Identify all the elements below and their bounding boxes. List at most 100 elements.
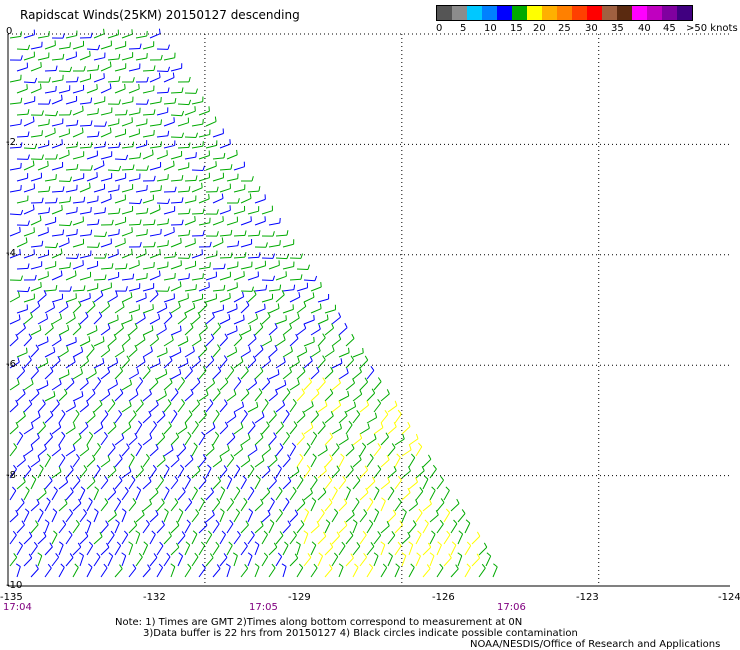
wind-barb: [65, 341, 77, 347]
wind-barb-flag: [180, 237, 182, 243]
wind-barb: [30, 503, 40, 512]
wind-barb-flag: [287, 476, 292, 482]
wind-barb: [72, 243, 84, 248]
wind-barb-flag: [119, 388, 124, 394]
wind-barb: [100, 287, 112, 292]
wind-barb-flag: [316, 366, 320, 372]
wind-barb-flag: [48, 186, 51, 192]
wind-barb: [338, 480, 347, 490]
wind-barb: [16, 309, 28, 314]
wind-barb: [163, 511, 169, 523]
wind-barb-flag: [179, 325, 182, 331]
wind-barb: [373, 511, 380, 523]
wind-barb-flag: [320, 281, 322, 288]
wind-barb: [16, 502, 25, 512]
wind-barb-flag: [132, 141, 135, 147]
wind-barb-flag: [53, 486, 58, 491]
wind-barb: [156, 135, 168, 138]
wind-barb: [65, 317, 76, 325]
wind-barb: [30, 393, 40, 402]
wind-barb: [373, 447, 382, 457]
wind-barb-flag: [135, 389, 139, 395]
wind-barb: [156, 91, 169, 94]
wind-barb: [72, 351, 83, 358]
wind-barb: [16, 241, 28, 248]
wind-barb-flag: [223, 465, 228, 470]
wind-barb-flag: [78, 498, 82, 504]
wind-barb-flag: [15, 399, 19, 405]
legend-label: 0: [436, 23, 443, 34]
wind-barb: [37, 211, 49, 215]
wind-barb-flag: [230, 454, 235, 459]
wind-barb-flag: [210, 355, 215, 361]
wind-barb: [149, 101, 161, 105]
wind-barb: [149, 166, 161, 171]
wind-barb: [23, 121, 35, 127]
wind-barb: [37, 448, 47, 457]
wind-barb-flag: [166, 552, 171, 558]
wind-barb-flag: [184, 422, 188, 428]
wind-barb: [324, 479, 333, 490]
wind-barb-flag: [46, 497, 51, 502]
wind-barb: [296, 436, 305, 446]
wind-barb: [9, 426, 19, 435]
wind-barb: [86, 176, 98, 182]
wind-barb: [135, 514, 145, 523]
wind-barb-flag: [328, 564, 333, 569]
wind-barb: [163, 403, 172, 413]
wind-barb-flag: [128, 422, 132, 428]
wind-barb: [359, 534, 367, 545]
wind-barb: [177, 122, 189, 127]
wind-barb-flag: [76, 453, 80, 459]
wind-barb: [219, 168, 232, 171]
wind-barb-flag: [215, 519, 220, 525]
wind-barb: [121, 471, 132, 479]
wind-barb: [331, 512, 339, 523]
wind-barb: [23, 100, 35, 105]
wind-barb-flag: [435, 510, 439, 516]
wind-barb-flag: [73, 423, 76, 429]
note-line-1: Note: 1) Times are GMT 2)Times along bot…: [115, 617, 523, 628]
wind-barb-flag: [113, 421, 117, 427]
wind-barb-flag: [402, 434, 405, 440]
wind-barb-flag: [322, 355, 326, 361]
wind-barb: [247, 294, 257, 303]
wind-barb-flag: [82, 105, 84, 111]
wind-barb-flag: [289, 323, 293, 329]
legend-swatch: [632, 6, 647, 20]
wind-barb-flag: [37, 552, 43, 557]
wind-barb-flag: [160, 54, 163, 61]
wind-barb: [359, 492, 369, 501]
wind-barb-flag: [59, 335, 62, 341]
wind-barb: [261, 514, 271, 523]
wind-barb: [30, 478, 37, 490]
wind-barb: [16, 113, 29, 116]
wind-barb-flag: [119, 564, 123, 569]
wind-barb-flag: [72, 444, 76, 450]
wind-barb-flag: [203, 410, 207, 416]
wind-barb: [149, 253, 161, 259]
wind-barb: [51, 534, 58, 545]
wind-barb: [93, 315, 103, 325]
wind-barb: [380, 481, 390, 490]
wind-barb: [107, 189, 119, 193]
wind-barb: [79, 489, 86, 501]
wind-barb-flag: [287, 454, 291, 460]
wind-barb-flag: [412, 520, 417, 525]
wind-barb-flag: [48, 207, 50, 213]
wind-barb: [107, 491, 117, 501]
wind-barb-flag: [76, 476, 81, 481]
wind-barb-flag: [176, 520, 180, 526]
wind-barb-flag: [202, 454, 207, 459]
wind-barb-flag: [155, 443, 159, 449]
wind-barb-flag: [229, 519, 234, 525]
wind-barb: [156, 373, 167, 380]
wind-barb: [100, 87, 112, 94]
wind-barb: [191, 556, 199, 567]
wind-barb: [170, 285, 182, 292]
wind-barb-flag: [86, 444, 90, 450]
wind-barb: [135, 317, 146, 325]
wind-barb-flag: [125, 263, 128, 269]
wind-barb: [100, 305, 110, 314]
wind-barb: [114, 437, 125, 446]
